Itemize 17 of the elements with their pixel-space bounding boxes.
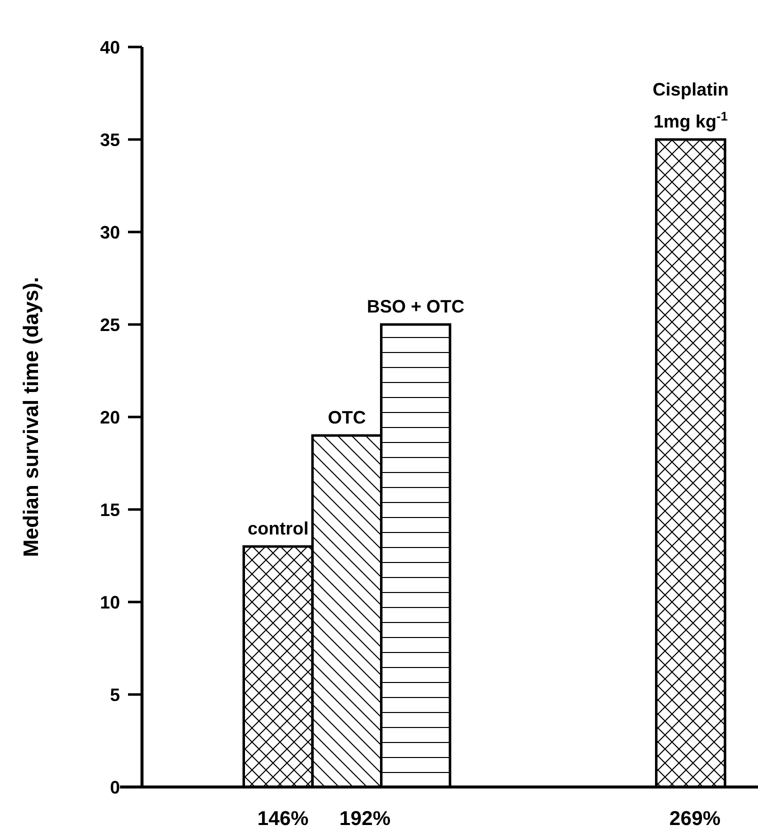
series-label: BSO + OTC bbox=[366, 296, 464, 316]
text: 146% bbox=[257, 808, 309, 830]
y-tick-label: 35 bbox=[100, 130, 120, 150]
series-label: OTC bbox=[328, 408, 366, 428]
text: 192% bbox=[339, 808, 391, 830]
series-label: Cisplatin 1mg kg$^{-1}$ bbox=[652, 80, 729, 132]
y-tick-label: 40 bbox=[100, 37, 120, 58]
y-tick-label: 0 bbox=[110, 777, 120, 798]
series-label: control bbox=[248, 518, 309, 538]
y-tick-label: 25 bbox=[100, 314, 120, 335]
y-tick-label: 10 bbox=[100, 592, 120, 612]
y-tick-label: 15 bbox=[100, 500, 120, 520]
y-tick-label: 20 bbox=[100, 407, 120, 428]
y-axis-title: Median survival time (days). bbox=[20, 276, 43, 558]
text: 269% bbox=[669, 808, 721, 830]
y-tick-label: 5 bbox=[110, 684, 120, 705]
y-tick-label: 30 bbox=[100, 222, 120, 242]
